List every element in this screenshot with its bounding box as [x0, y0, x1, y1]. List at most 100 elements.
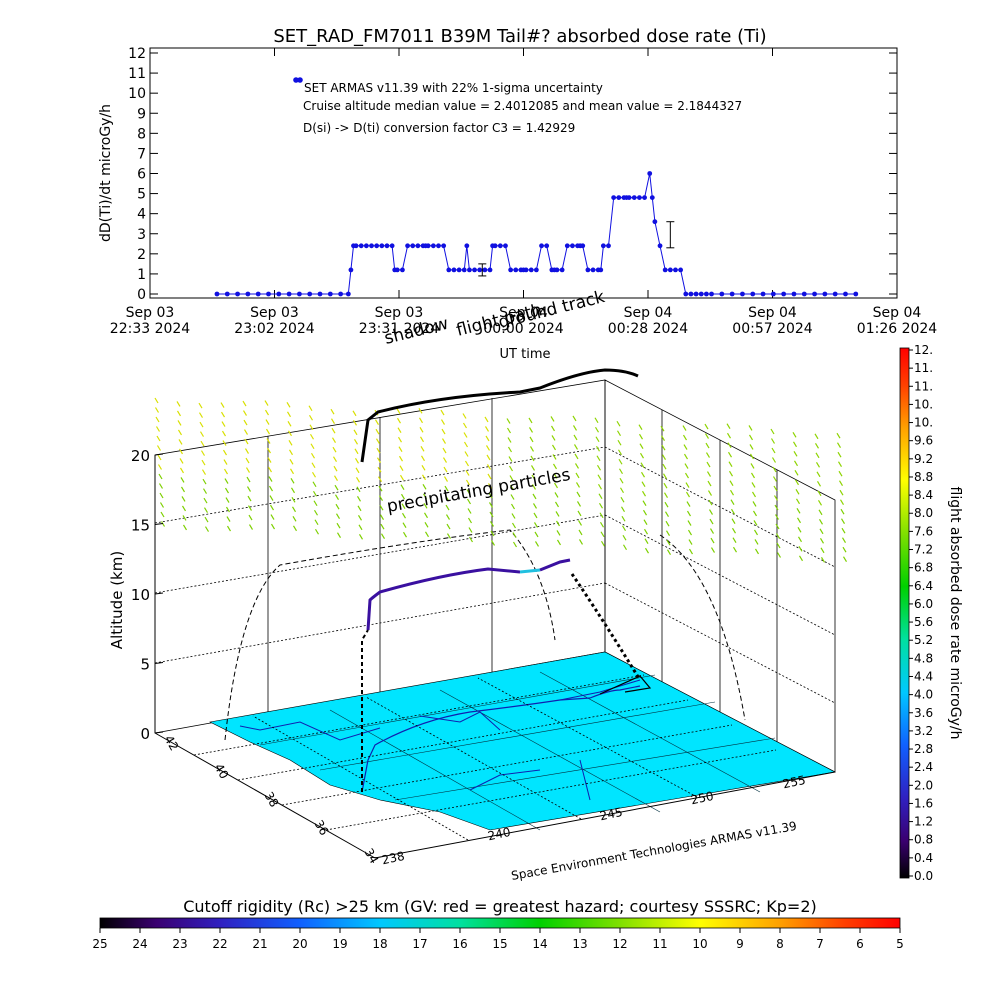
particle-dash — [248, 514, 253, 521]
particle-dash — [402, 531, 408, 538]
particle-dash — [310, 452, 316, 459]
particle-dash — [644, 547, 650, 554]
rigidity-colorbar-tick-label: 24 — [132, 937, 147, 951]
data-point — [446, 267, 452, 273]
particle-dash — [463, 441, 469, 448]
particle-dash — [265, 419, 270, 425]
particle-dash — [599, 512, 604, 519]
rigidity-colorbar-tick-label: 25 — [92, 937, 107, 951]
particle-dash — [638, 433, 644, 440]
particle-dash — [534, 541, 540, 547]
particle-dash — [289, 468, 295, 475]
particle-dash — [270, 514, 275, 520]
particle-dash — [374, 419, 380, 426]
particle-dash — [640, 462, 645, 468]
particle-dash — [396, 408, 401, 415]
particle-dash — [468, 536, 474, 543]
particle-dash — [793, 451, 798, 457]
rigidity-colorbar-tick-label: 21 — [252, 937, 267, 951]
rigidity-colorbar-tick-label: 6 — [856, 937, 864, 951]
particle-dash — [224, 478, 229, 484]
particle-dash — [424, 521, 429, 528]
particle-dash — [506, 427, 512, 434]
particle-dash — [336, 522, 341, 529]
particle-dash — [594, 426, 600, 433]
particle-dash — [199, 421, 204, 428]
particle-dash — [419, 426, 424, 433]
particle-dash — [508, 456, 513, 462]
particle-dash — [594, 417, 599, 424]
particle-dash — [815, 462, 821, 468]
particle-dash — [157, 464, 163, 470]
particle-dash — [839, 499, 845, 506]
particle-dash — [246, 486, 252, 492]
particle-dash — [531, 474, 536, 481]
longitude-ticks: 238 240 245 250 255 — [381, 773, 807, 867]
particle-dash — [245, 467, 251, 473]
particle-dash — [398, 446, 403, 453]
particle-dash — [220, 402, 225, 408]
data-point — [616, 195, 622, 201]
particle-dash — [749, 444, 754, 450]
particle-dash — [355, 467, 360, 474]
particle-dash — [732, 537, 737, 543]
particle-dash — [751, 482, 756, 488]
data-point — [477, 267, 483, 273]
dose-colorbar: 0.0 0.4 0.8 1.2 1.6 2.0 2.4 2.8 3.2 3.6 4.0 4.4 4.8 5… — [899, 343, 963, 883]
particle-dash — [485, 445, 491, 451]
particle-dash — [292, 515, 297, 522]
rigidity-colorbar-tick-label: 16 — [452, 937, 467, 951]
data-point — [585, 267, 591, 273]
data-point — [801, 291, 807, 297]
particle-dash — [509, 484, 515, 491]
ground-track-end — [599, 675, 652, 695]
particle-dash — [287, 420, 292, 427]
particle-dash — [488, 492, 493, 499]
particle-dash — [379, 514, 385, 521]
data-point — [405, 243, 410, 249]
particle-dash — [334, 484, 339, 491]
dose-colorbar-tick-label: 9.2 — [914, 452, 933, 466]
particle-dash — [400, 493, 406, 500]
particle-dash — [662, 473, 668, 479]
particle-dash — [836, 442, 842, 449]
particle-dash — [222, 440, 227, 446]
data-point — [441, 243, 447, 249]
particle-dash — [730, 499, 735, 505]
rigidity-colorbar-tick-label: 9 — [736, 937, 744, 951]
data-point — [652, 219, 658, 225]
dose-colorbar-tick-label: 6.0 — [914, 597, 933, 611]
data-point — [843, 291, 848, 297]
particle-dash — [155, 416, 160, 423]
particle-dash — [422, 493, 428, 500]
particle-dash — [204, 516, 209, 523]
particle-dash — [842, 556, 848, 563]
particle-dash — [422, 483, 427, 490]
data-point — [559, 267, 565, 273]
data-point — [492, 243, 498, 249]
particle-dash — [814, 433, 819, 440]
data-point — [649, 195, 655, 201]
particle-dash — [292, 525, 298, 532]
z-tick-label: 5 — [140, 656, 150, 674]
particle-dash — [290, 477, 295, 484]
particle-dash — [224, 487, 230, 494]
data-point — [430, 243, 436, 249]
x-tick-time: 01:26 2024 — [857, 321, 938, 337]
particle-dash — [177, 420, 182, 426]
y-tick-label: 3 — [137, 227, 146, 243]
y-tick-label: 7 — [137, 146, 146, 162]
particle-dash — [485, 435, 490, 442]
particle-dash — [796, 508, 801, 514]
particle-dash — [243, 419, 248, 426]
particle-dash — [286, 411, 292, 418]
particle-dash — [688, 539, 693, 545]
particle-dash — [814, 443, 820, 449]
particle-dash — [220, 411, 226, 418]
data-point — [317, 291, 323, 297]
shadow-curve — [224, 529, 556, 741]
particle-dash — [221, 421, 226, 427]
data-point — [384, 243, 390, 249]
